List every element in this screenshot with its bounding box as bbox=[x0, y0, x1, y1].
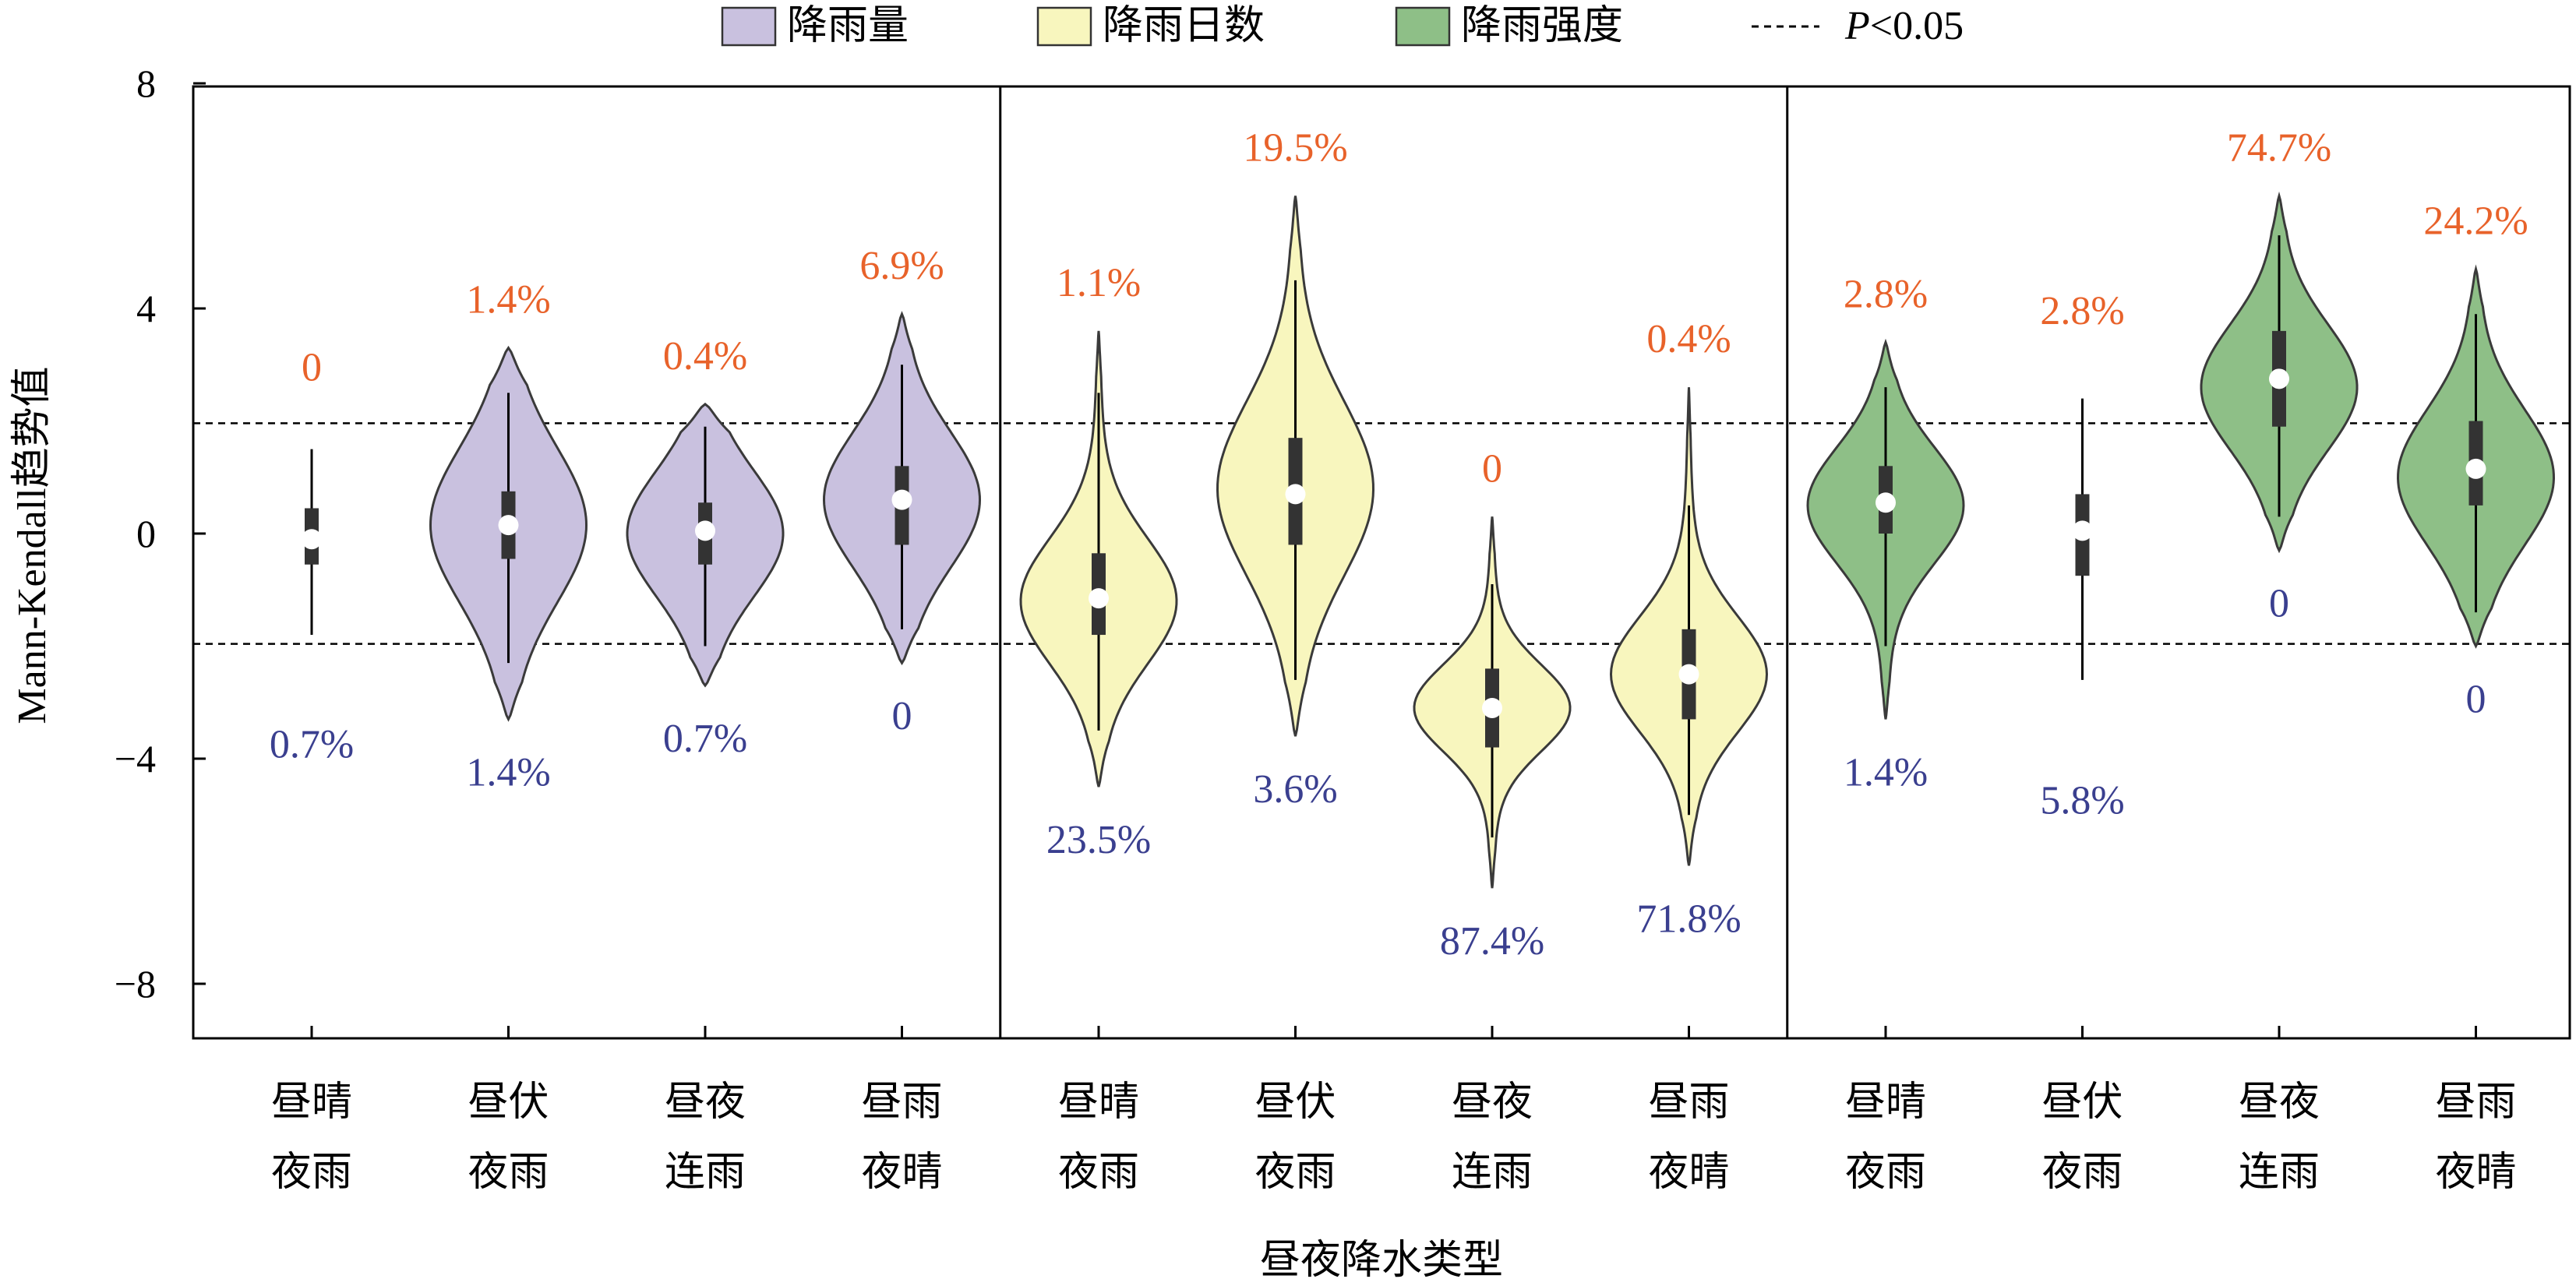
x-tick-label-line1: 昼晴 bbox=[271, 1079, 352, 1126]
positive-percent-label: 2.8% bbox=[1844, 272, 1928, 316]
negative-percent-label: 71.8% bbox=[1636, 897, 1741, 941]
x-tick-label-line1: 昼晴 bbox=[1845, 1079, 1926, 1126]
group-separators bbox=[999, 86, 1789, 1038]
violin-5: 1.1% 23.5% bbox=[1019, 261, 1178, 862]
positive-percent-label: 6.9% bbox=[859, 244, 944, 288]
violin-median-dot bbox=[1285, 484, 1306, 505]
negative-percent-label: 0 bbox=[892, 694, 912, 738]
negative-percent-label: 0 bbox=[2466, 678, 2486, 722]
legend: 降雨量 降雨日数 降雨强度 P<0.05 bbox=[721, 2, 1964, 49]
x-tick-label-line1: 昼夜 bbox=[665, 1079, 746, 1126]
negative-percent-label: 5.8% bbox=[2040, 779, 2124, 823]
legend-label-3: 降雨强度 bbox=[1461, 2, 1623, 49]
x-tick-label-line2: 夜晴 bbox=[2435, 1149, 2516, 1196]
positive-percent-label: 19.5% bbox=[1243, 126, 1347, 171]
violin-11: 74.7% 0 bbox=[2200, 126, 2359, 626]
x-tick-label-line2: 夜雨 bbox=[468, 1149, 549, 1196]
negative-percent-label: 1.4% bbox=[466, 750, 550, 795]
x-tick-label-line1: 昼雨 bbox=[2435, 1079, 2516, 1126]
violin-8: 0.4% 71.8% bbox=[1609, 317, 1769, 941]
positive-percent-label: 0.4% bbox=[663, 334, 747, 379]
negative-percent-label: 1.4% bbox=[1844, 750, 1928, 795]
legend-label-1: 降雨量 bbox=[787, 2, 909, 49]
x-tick-label-line1: 昼伏 bbox=[1254, 1079, 1336, 1126]
violin-9: 2.8% 1.4% bbox=[1806, 272, 1965, 795]
negative-percent-label: 23.5% bbox=[1046, 818, 1151, 862]
x-tick-label-line2: 夜雨 bbox=[2041, 1149, 2123, 1196]
x-tick-label-line2: 夜雨 bbox=[1254, 1149, 1336, 1196]
x-tick-label-line2: 连雨 bbox=[665, 1149, 746, 1196]
negative-percent-label: 0 bbox=[2269, 582, 2289, 626]
x-tick-label-line2: 夜晴 bbox=[1648, 1149, 1729, 1196]
positive-percent-label: 1.1% bbox=[1057, 261, 1141, 305]
violin-3: 0.4% 0.7% bbox=[626, 334, 785, 761]
x-tick-label-line1: 昼晴 bbox=[1058, 1079, 1139, 1126]
x-tick-label-line2: 夜雨 bbox=[1845, 1149, 1926, 1196]
x-tick-label-line2: 连雨 bbox=[2239, 1149, 2320, 1196]
violin-median-dot bbox=[695, 520, 715, 541]
x-tick-label-line2: 夜雨 bbox=[1058, 1149, 1139, 1196]
violins: 0 0.7% 1.4% 1.4% 0.4% 0.7% 6.9% 0 1.1% 23.5% 19.5%… bbox=[270, 126, 2556, 964]
x-tick-label-line1: 昼夜 bbox=[2239, 1079, 2320, 1126]
x-tick-label-line1: 昼雨 bbox=[1648, 1079, 1729, 1126]
positive-percent-label: 2.8% bbox=[2040, 289, 2124, 333]
legend-label-significance: P<0.05 bbox=[1844, 4, 1964, 48]
positive-percent-label: 0 bbox=[1482, 446, 1502, 491]
positive-percent-label: 24.2% bbox=[2423, 199, 2528, 243]
violin-median-dot bbox=[498, 515, 519, 536]
negative-percent-label: 3.6% bbox=[1253, 767, 1337, 812]
violin-median-dot bbox=[2465, 458, 2486, 479]
x-tick-label-line1: 昼雨 bbox=[861, 1079, 942, 1126]
violin-median-dot bbox=[1876, 492, 1896, 513]
violin-4: 6.9% 0 bbox=[822, 244, 982, 738]
y-tick-label: 4 bbox=[136, 287, 156, 330]
violin-12: 24.2% 0 bbox=[2396, 199, 2556, 722]
y-axis: 8 4 0 −4 −8 bbox=[115, 62, 206, 1006]
legend-swatch-3 bbox=[1395, 6, 1451, 47]
y-axis-label: Mann-Kendall趋势值 bbox=[10, 366, 55, 724]
plot-area-frame bbox=[192, 85, 2571, 1040]
violin-7: 0 87.4% bbox=[1413, 446, 1572, 964]
violin-median-dot bbox=[302, 529, 322, 550]
legend-swatch-1 bbox=[721, 6, 777, 47]
y-tick-label: −4 bbox=[115, 737, 156, 780]
violin-2: 1.4% 1.4% bbox=[429, 278, 588, 795]
significance-threshold-lines bbox=[193, 422, 2570, 645]
y-tick-label: −8 bbox=[115, 962, 156, 1006]
legend-label-2: 降雨日数 bbox=[1103, 2, 1265, 49]
x-tick-label-line1: 昼夜 bbox=[1452, 1079, 1533, 1126]
negative-percent-label: 0.7% bbox=[663, 717, 747, 761]
violin-median-dot bbox=[1678, 664, 1699, 685]
legend-swatch-2 bbox=[1036, 6, 1092, 47]
negative-percent-label: 87.4% bbox=[1440, 919, 1544, 964]
violin-1: 0 0.7% bbox=[270, 345, 354, 766]
violin-median-dot bbox=[1482, 697, 1502, 718]
x-tick-label-line2: 夜雨 bbox=[271, 1149, 352, 1196]
negative-percent-label: 0.7% bbox=[270, 722, 354, 766]
violin-6: 19.5% 3.6% bbox=[1216, 126, 1375, 812]
x-tick-label-line1: 昼伏 bbox=[2041, 1079, 2123, 1126]
positive-percent-label: 0 bbox=[302, 345, 322, 389]
positive-percent-label: 0.4% bbox=[1646, 317, 1731, 361]
violin-10: 2.8% 5.8% bbox=[2040, 289, 2125, 823]
x-tick-label-line2: 连雨 bbox=[1452, 1149, 1533, 1196]
violin-median-dot bbox=[2072, 520, 2093, 541]
x-tick-label-line1: 昼伏 bbox=[468, 1079, 549, 1126]
violin-median-dot bbox=[891, 489, 912, 510]
x-axis-label: 昼夜降水类型 bbox=[1260, 1237, 1503, 1284]
y-tick-label: 8 bbox=[136, 62, 156, 105]
positive-percent-label: 1.4% bbox=[466, 278, 550, 322]
violin-median-dot bbox=[2269, 368, 2289, 389]
y-tick-label: 0 bbox=[136, 512, 156, 555]
x-tick-label-line2: 夜晴 bbox=[861, 1149, 942, 1196]
positive-percent-label: 74.7% bbox=[2227, 126, 2331, 171]
violin-median-dot bbox=[1089, 588, 1109, 609]
